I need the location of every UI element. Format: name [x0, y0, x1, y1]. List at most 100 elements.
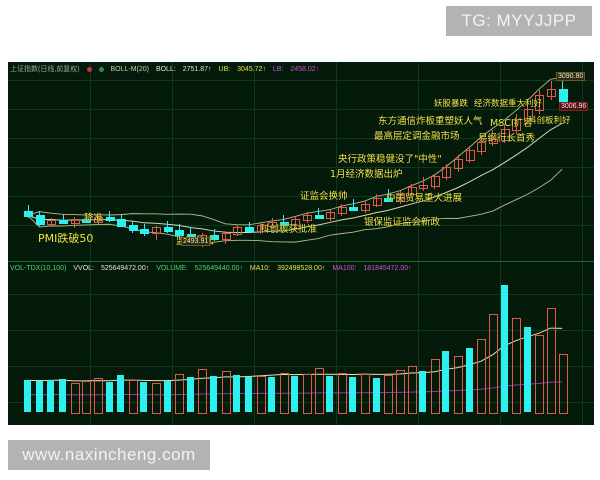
candle-wick	[411, 184, 412, 198]
volume-bar	[501, 284, 509, 412]
candle-body	[535, 94, 545, 111]
candle-body	[477, 141, 487, 153]
volume-bar	[71, 383, 81, 414]
volume-bar	[326, 375, 334, 412]
candle-wick	[272, 218, 273, 230]
candle-body	[24, 211, 34, 218]
volume-bar	[117, 375, 125, 412]
volume-bar	[454, 355, 464, 414]
chart-annotation: 科创板获批准	[260, 224, 318, 235]
boll-indicator-name: BOLL-M(20)	[110, 66, 149, 73]
record-dot-icon	[86, 66, 92, 72]
candle-wick	[86, 212, 87, 223]
price-indicator-readout: 上证指数(日线,前复权) BOLL-M(20) BOLL: 2751.87↑ U…	[10, 65, 324, 74]
volume-bar	[210, 375, 218, 412]
candle-body	[373, 197, 383, 206]
volume-bar	[280, 373, 290, 414]
chart-annotation: 易纲行长首秀	[478, 133, 536, 144]
volume-bar	[466, 348, 474, 412]
volume-bar	[82, 381, 92, 414]
candle-body	[512, 119, 522, 132]
stock-chart[interactable]: 上证指数(日线,前复权) BOLL-M(20) BOLL: 2751.87↑ U…	[8, 62, 594, 425]
candle-wick	[156, 225, 157, 240]
candle-body	[71, 218, 81, 225]
candle-body	[222, 232, 232, 240]
candle-body	[315, 214, 325, 219]
volume-bar	[512, 318, 522, 414]
ma10-value: 392498528.00↑	[277, 265, 326, 272]
candle-body	[82, 218, 92, 223]
candle-body	[501, 129, 511, 141]
candle-body	[349, 206, 359, 211]
candle-body	[47, 219, 57, 226]
volume-bar	[384, 375, 394, 414]
candle-body	[210, 234, 220, 240]
grid-line-v	[582, 62, 583, 425]
chart-annotation: PMI跌破50	[38, 232, 94, 245]
candle-body	[489, 138, 499, 144]
grid-line-v	[90, 62, 91, 425]
candle-wick	[527, 103, 528, 124]
volume-bar	[338, 372, 348, 414]
candle-body	[419, 184, 429, 190]
volume-bar	[547, 307, 557, 414]
volume-bar	[477, 339, 487, 414]
volume-bar	[198, 369, 208, 414]
candle-wick	[283, 215, 284, 226]
vvol-label: VVOL:	[73, 265, 94, 272]
grid-line-h	[8, 294, 594, 295]
candle-wick	[434, 173, 435, 189]
volume-bar	[349, 376, 357, 412]
candle-body	[291, 219, 301, 227]
lb-value: 2458.02↑	[290, 66, 320, 73]
chart-annotation: 降准	[84, 213, 104, 224]
candle-wick	[63, 214, 64, 225]
price-tag: 3090.80	[556, 72, 586, 81]
instrument-header-label: 上证指数(日线,前复权)	[10, 66, 80, 73]
ma100-value: 181845472.00↑	[363, 265, 412, 272]
candle-wick	[551, 81, 552, 101]
candle-wick	[504, 124, 505, 144]
chart-annotation: MSCI扩容	[490, 118, 533, 129]
candle-body	[140, 229, 150, 235]
candle-wick	[260, 223, 261, 235]
volume-bar	[175, 373, 185, 414]
candle-wick	[376, 194, 377, 208]
candle-wick	[249, 221, 250, 232]
candle-body	[408, 187, 418, 196]
candle-body	[442, 167, 452, 178]
candle-wick	[481, 136, 482, 155]
volume-label: VOLUME:	[156, 265, 188, 272]
volume-bar	[291, 376, 299, 412]
candle-wick	[237, 225, 238, 237]
candle-wick	[492, 130, 493, 147]
candle-wick	[51, 218, 52, 228]
candle-body	[280, 222, 290, 227]
candle-wick	[98, 215, 99, 226]
boll-label: BOLL:	[155, 66, 176, 73]
candle-wick	[330, 209, 331, 221]
volume-bar	[257, 375, 267, 414]
candle-wick	[225, 230, 226, 244]
candle-body	[361, 203, 371, 211]
candle-body	[129, 225, 139, 232]
vol-indicator-name: VOL-TDX(10,100)	[10, 265, 67, 272]
ma10-label: MA10:	[249, 265, 271, 272]
moving-average-line	[27, 122, 563, 234]
grid-line-v	[172, 62, 173, 425]
telegram-watermark-text: TG: MYYJJPP	[461, 11, 577, 30]
grid-line-h	[8, 138, 594, 139]
volume-bar	[408, 365, 418, 414]
grid-line-v	[418, 62, 419, 425]
chart-annotation: 科创板利好	[528, 116, 571, 126]
volume-bar	[187, 376, 195, 412]
candle-body	[384, 197, 394, 202]
boll-value: 2751.87↑	[182, 66, 212, 73]
volume-bar	[106, 381, 114, 412]
candle-wick	[318, 207, 319, 219]
candle-body	[454, 158, 464, 170]
volume-bar	[303, 374, 313, 414]
volume-panel[interactable]	[8, 262, 594, 425]
grid-line-v	[254, 62, 255, 425]
panel-divider	[8, 261, 594, 262]
